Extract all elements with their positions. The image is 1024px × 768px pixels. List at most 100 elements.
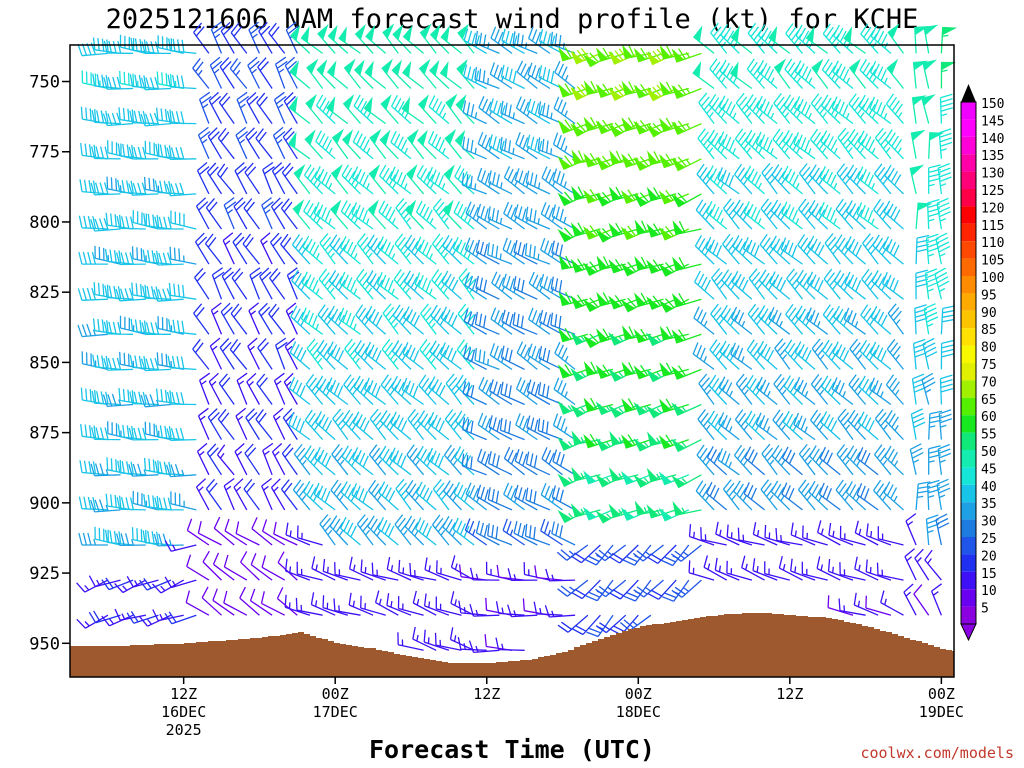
wind-barb (364, 341, 387, 370)
wind-barb (218, 373, 235, 405)
wind-barb (551, 485, 576, 511)
wind-barb (500, 381, 525, 406)
wind-barb (745, 374, 766, 405)
wind-barb (730, 306, 753, 335)
wind-barb (921, 94, 936, 124)
wind-barb (860, 304, 879, 335)
x-tick-label: 16DEC (161, 703, 206, 721)
wind-barb (822, 304, 841, 335)
wind-barb (235, 126, 249, 160)
wind-barb (939, 93, 953, 124)
wind-barb (377, 236, 399, 265)
colorbar-swatch (961, 276, 976, 294)
wind-barb (193, 303, 210, 335)
wind-barb (315, 130, 336, 160)
wind-barb (442, 199, 462, 230)
colorbar-label: 75 (981, 358, 997, 373)
wind-barb (747, 22, 766, 54)
wind-barb (216, 163, 235, 195)
wind-barb (417, 94, 437, 125)
wind-barb (773, 373, 791, 405)
wind-barb (646, 544, 677, 564)
wind-barb (417, 129, 437, 160)
wind-barb (808, 199, 829, 230)
wind-barb (469, 604, 500, 617)
wind-barb (246, 372, 260, 405)
wind-barb (487, 170, 513, 195)
wind-barb (390, 411, 412, 441)
wind-barb (305, 93, 324, 125)
wind-barb (925, 514, 940, 546)
wind-barb (198, 372, 211, 405)
wind-barb (77, 42, 108, 57)
wind-barb (839, 562, 866, 581)
wind-barb (811, 58, 829, 89)
wind-barb (501, 309, 525, 335)
wind-barb (79, 460, 108, 476)
wind-barb (443, 444, 462, 476)
wind-barb (352, 130, 374, 160)
wind-barb (311, 556, 336, 581)
x-tick-label: 12Z (473, 685, 500, 703)
wind-barb (90, 146, 121, 160)
colorbar-swatch (961, 606, 976, 624)
wind-barb (821, 94, 841, 125)
wind-barb (115, 533, 146, 547)
wind-barb (331, 128, 349, 160)
wind-barb (290, 305, 311, 335)
wind-barb (427, 166, 450, 195)
wind-barb (284, 56, 298, 89)
wind-barb (500, 345, 525, 370)
wind-barb (170, 491, 197, 511)
wind-barb (269, 232, 286, 265)
wind-barb (730, 342, 753, 370)
wind-barb (104, 285, 134, 300)
wind-barb (90, 217, 121, 232)
wind-barb (154, 461, 184, 476)
wind-barb (327, 305, 349, 335)
wind-barb (475, 239, 500, 265)
wind-barb (828, 522, 854, 546)
wind-barb (251, 517, 273, 546)
x-tick-label: 19DEC (919, 703, 964, 721)
wind-barb (407, 408, 425, 440)
wind-barb (732, 235, 753, 265)
wind-barb (155, 107, 184, 125)
wind-barb (671, 438, 702, 453)
wind-barb (250, 552, 273, 581)
wind-barb (315, 375, 336, 405)
wind-barb (746, 339, 766, 370)
wind-barb (718, 376, 740, 405)
wind-barb (883, 200, 904, 230)
wind-barb (382, 303, 400, 335)
wind-barb (540, 237, 563, 265)
wind-barb (207, 408, 223, 440)
wind-barb (343, 58, 362, 89)
wind-barb (823, 268, 841, 300)
wind-barb (76, 614, 109, 629)
wind-barb (102, 393, 134, 408)
wind-barb (390, 130, 412, 160)
wind-barb (292, 199, 311, 230)
wind-barb (270, 478, 286, 511)
wind-barb (197, 126, 211, 160)
wind-barb (794, 341, 816, 370)
wind-barb (221, 267, 235, 300)
colorbar-swatch (961, 206, 976, 224)
wind-barb (858, 375, 879, 405)
wind-barb (476, 167, 500, 195)
wind-barb (223, 590, 248, 616)
wind-barb (745, 410, 766, 441)
wind-barb (164, 576, 197, 589)
wind-barb (117, 424, 146, 441)
wind-barb (709, 339, 728, 370)
wind-barb (658, 262, 690, 277)
wind-barb (443, 480, 462, 511)
colorbar-label: 15 (981, 567, 997, 582)
wind-barb (711, 268, 728, 300)
wind-barb (671, 84, 702, 99)
wind-barb (503, 166, 526, 195)
wind-barb (462, 100, 487, 125)
wind-barb (477, 131, 500, 160)
wind-barb (353, 375, 374, 405)
